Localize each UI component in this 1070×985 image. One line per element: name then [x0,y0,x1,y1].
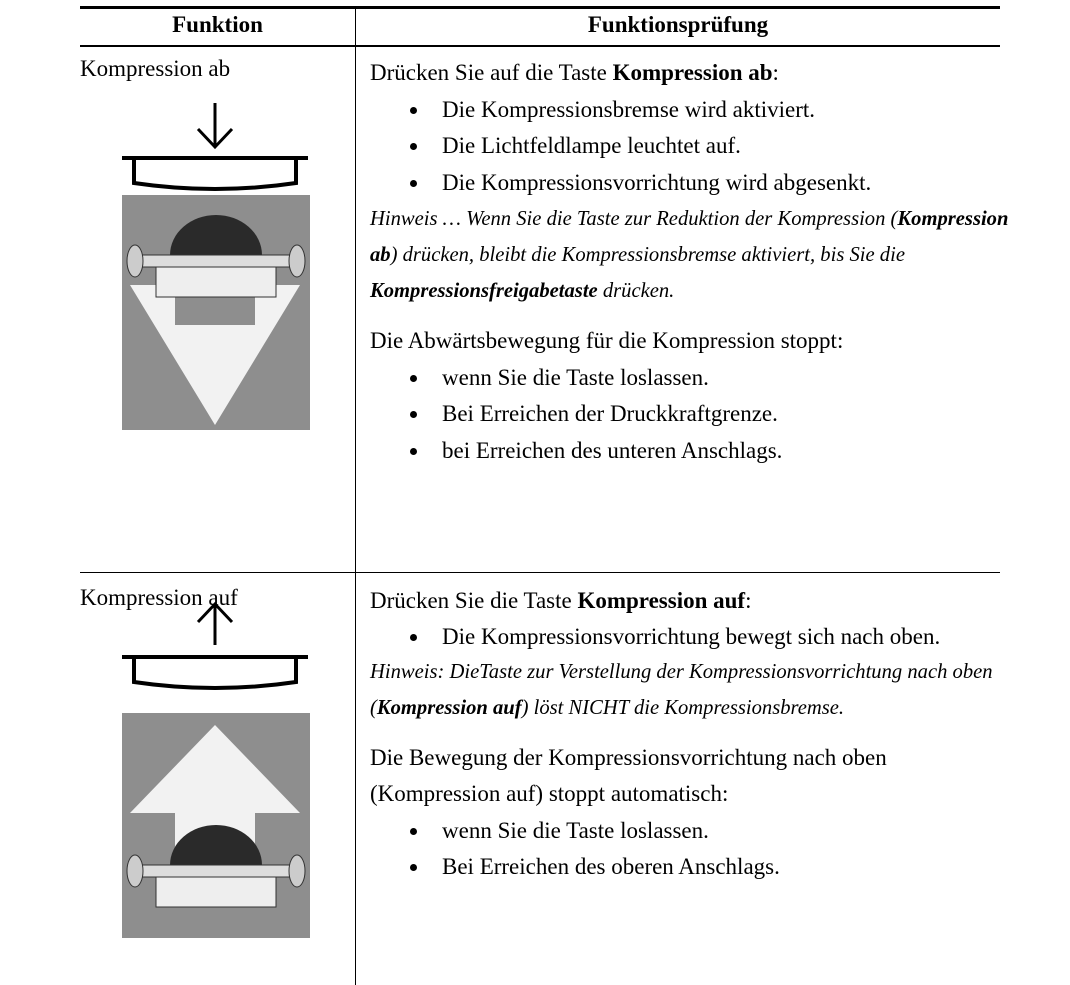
bullet: Bei Erreichen der Druckkraftgrenze. [430,396,1010,433]
cell: Drücken Sie auf die Taste Kompression ab… [370,55,1010,469]
bullet: Die Kompressionsbremse wird aktiviert. [430,92,1010,129]
paragraph: Die Bewegung der Kompressionsvorrichtung… [370,744,887,807]
text: Drücken Sie die Taste [370,588,578,613]
illustration-down [122,103,310,430]
bullet-list: wenn Sie die Taste loslassen. Bei Erreic… [370,813,1010,886]
bullet: bei Erreichen des unteren Anschlags. [430,433,1010,470]
rule [80,572,1000,573]
text: Kompression ab [612,60,773,85]
text: : [745,588,752,613]
note: Hinweis: DieTaste zur Verstellung der Ko… [370,654,1010,726]
text: ) löst NICHT die Kompressionsbremse. [521,696,845,719]
bullet: Die Kompressionsvorrichtung wird abgesen… [430,165,1010,202]
text: Kompression auf [577,588,746,613]
bullet-list: Die Kompressionsbremse wird aktiviert. D… [370,92,1010,202]
cell: Drücken Sie die Taste Kompression auf: D… [370,583,1010,886]
bullet: wenn Sie die Taste loslassen. [430,813,1010,850]
paragraph: Die Abwärtsbewegung für die Kompression … [370,328,844,353]
text: Drücken Sie auf die Taste [370,60,613,85]
intro: Drücken Sie auf die Taste Kompression ab… [370,55,1010,92]
intro: Drücken Sie die Taste Kompression auf: [370,583,1010,620]
bullet-list: wenn Sie die Taste loslassen. Bei Erreic… [370,360,1010,470]
bullet-list: Die Kompressionsvorrichtung bewegt sich … [370,620,1010,654]
function-label: Kompression ab [80,56,231,81]
column-header: Funktionsprüfung [587,12,769,37]
text: Hinweis … Wenn Sie die Taste zur Redukti… [370,208,898,230]
bullet: Bei Erreichen des oberen Anschlags. [430,849,1010,886]
text: drücken. [597,280,675,302]
text: Kompressionsfreigabetaste [370,280,598,302]
note: Hinweis … Wenn Sie die Taste zur Redukti… [370,201,1010,309]
text: Kompression ab [370,208,1009,266]
bullet: Die Lichtfeldlampe leuchtet auf. [430,128,1010,165]
column-header: Funktion [172,12,263,37]
text: : [772,60,779,85]
rule [80,6,1000,9]
bullet: Die Kompressionsvorrichtung bewegt sich … [430,620,1010,654]
illustration-up [122,601,310,938]
rule [80,45,1000,47]
column-divider [355,8,356,985]
text: Hinweis: DieTaste zur Verstellung der Ko… [370,660,993,719]
text: ) drücken, bleibt die Kompressionsbremse… [390,244,905,266]
text: Kompression auf [376,696,522,719]
bullet: wenn Sie die Taste loslassen. [430,360,1010,397]
